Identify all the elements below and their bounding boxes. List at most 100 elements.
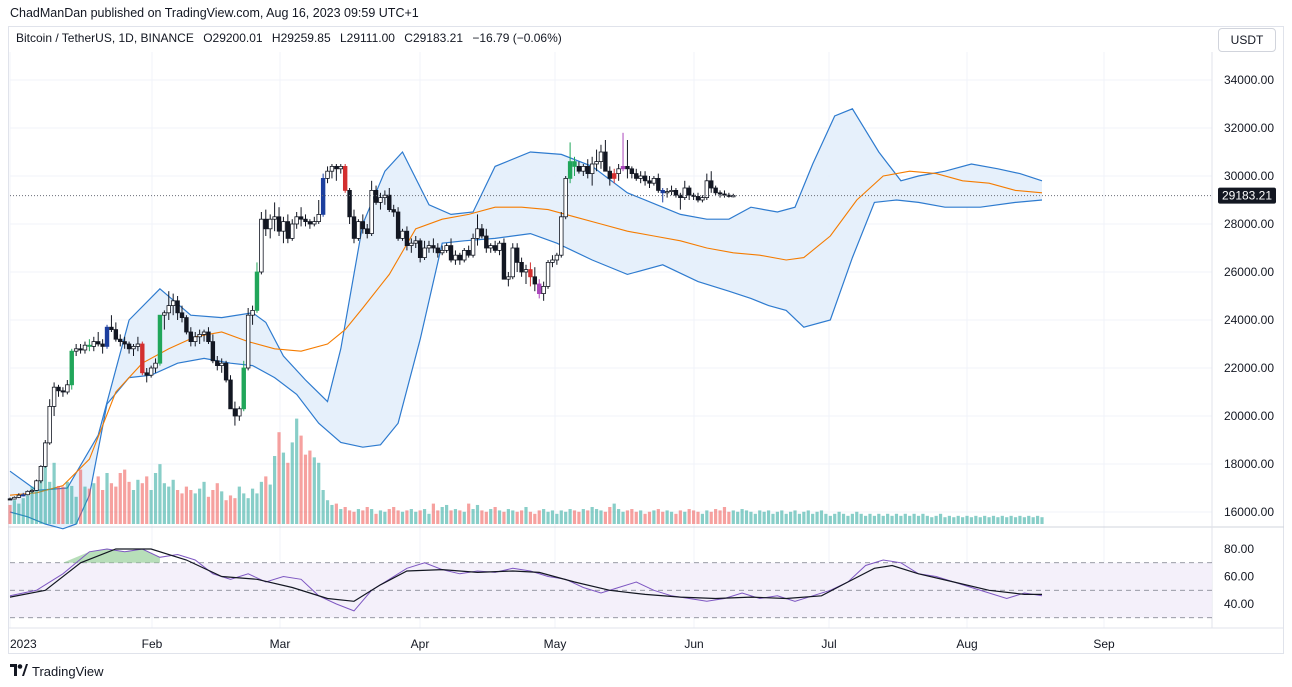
volume-bar bbox=[400, 511, 405, 524]
volume-bar bbox=[228, 495, 233, 524]
candle bbox=[245, 308, 251, 371]
candle-body bbox=[179, 312, 185, 318]
candle bbox=[29, 489, 35, 493]
low-value: L29111.00 bbox=[339, 31, 395, 45]
volume-bar bbox=[356, 509, 361, 524]
volume-bar bbox=[1000, 515, 1004, 524]
candle-body bbox=[576, 165, 582, 172]
brand-footer[interactable]: TradingView bbox=[10, 664, 104, 679]
candle-body bbox=[245, 314, 251, 369]
candle-body bbox=[228, 379, 233, 410]
candle-body bbox=[462, 249, 467, 261]
candle bbox=[250, 305, 255, 325]
volume-bar bbox=[475, 504, 480, 524]
volume-bar bbox=[1035, 515, 1040, 524]
volume-bar bbox=[511, 510, 515, 524]
candle bbox=[320, 173, 326, 217]
candle bbox=[589, 156, 595, 186]
candle bbox=[466, 245, 471, 258]
candle bbox=[307, 219, 313, 229]
candle bbox=[232, 401, 238, 426]
candle-body bbox=[38, 465, 44, 482]
candle bbox=[96, 332, 101, 347]
volume-bar bbox=[819, 510, 824, 524]
candle-body bbox=[532, 276, 538, 285]
volume-bar bbox=[952, 517, 956, 524]
candle bbox=[444, 243, 449, 253]
volume-bar bbox=[974, 515, 978, 524]
candle bbox=[554, 252, 560, 265]
candle bbox=[201, 329, 207, 342]
volume-bar bbox=[378, 510, 383, 524]
volume-bar bbox=[131, 490, 136, 524]
volume-bar bbox=[96, 476, 100, 524]
candle bbox=[673, 188, 679, 198]
bollinger-upper-line bbox=[9, 108, 1043, 492]
volume-bar bbox=[709, 511, 713, 524]
volume-bar bbox=[581, 509, 585, 524]
currency-button[interactable]: USDT bbox=[1218, 28, 1276, 52]
volume-bar bbox=[1018, 515, 1022, 524]
volume-bar bbox=[109, 483, 114, 524]
candle bbox=[281, 216, 286, 244]
candle-body bbox=[444, 245, 449, 251]
symbol-legend[interactable]: Bitcoin / TetherUS, 1D, BINANCE O29200.0… bbox=[16, 31, 568, 45]
candle-body bbox=[290, 223, 295, 239]
candle bbox=[431, 238, 436, 253]
volume-bar bbox=[427, 513, 431, 524]
candle-body bbox=[272, 216, 277, 220]
candle bbox=[585, 159, 590, 179]
volume-bar bbox=[409, 509, 413, 524]
candle bbox=[638, 171, 643, 184]
volume-bar bbox=[184, 486, 189, 524]
candle bbox=[607, 166, 612, 186]
volume-bar bbox=[696, 511, 700, 524]
brand-name: TradingView bbox=[32, 664, 104, 679]
volume-bar bbox=[912, 513, 916, 524]
volume-bar bbox=[559, 510, 563, 524]
candle-body bbox=[709, 180, 714, 189]
candle-body bbox=[651, 177, 657, 184]
volume-bar bbox=[815, 511, 819, 524]
candle bbox=[395, 207, 401, 241]
volume-bar bbox=[691, 510, 696, 524]
volume-bar bbox=[766, 510, 771, 524]
volume-bar bbox=[753, 513, 757, 524]
candle-body bbox=[647, 180, 652, 184]
candle bbox=[722, 190, 727, 198]
candle-body bbox=[550, 259, 555, 263]
candle-body bbox=[131, 345, 136, 350]
candle bbox=[523, 264, 529, 284]
candle-body bbox=[426, 245, 432, 249]
high-value: H29259.85 bbox=[271, 31, 331, 45]
candle bbox=[162, 310, 167, 330]
volume-bar bbox=[414, 511, 418, 524]
candle bbox=[294, 212, 299, 229]
symbol-name: Bitcoin / TetherUS, 1D, BINANCE bbox=[16, 31, 194, 45]
candle-body bbox=[664, 191, 670, 194]
last-price-label: 29183.21 bbox=[1222, 189, 1272, 203]
candle bbox=[179, 305, 185, 323]
candle-body bbox=[378, 197, 383, 203]
volume-bar bbox=[802, 511, 806, 524]
open-value: O29200.01 bbox=[203, 31, 263, 45]
bollinger-fill bbox=[10, 108, 1042, 529]
candle bbox=[148, 365, 154, 378]
candle bbox=[338, 164, 343, 174]
volume-bar bbox=[114, 486, 118, 524]
candle bbox=[153, 358, 158, 373]
volume-bar bbox=[961, 517, 965, 524]
volume-bar bbox=[872, 515, 877, 524]
price-tick-label: 18000.00 bbox=[1224, 457, 1274, 471]
candle-body bbox=[201, 331, 207, 335]
volume-bar bbox=[661, 511, 665, 524]
candle-body bbox=[559, 216, 564, 256]
volume-bar bbox=[634, 511, 638, 524]
volume-bar bbox=[211, 490, 215, 524]
volume-bar bbox=[749, 511, 753, 524]
volume-bar bbox=[334, 503, 338, 524]
candle-body bbox=[453, 254, 458, 261]
candle-body bbox=[510, 247, 515, 278]
candle-body bbox=[616, 168, 621, 175]
